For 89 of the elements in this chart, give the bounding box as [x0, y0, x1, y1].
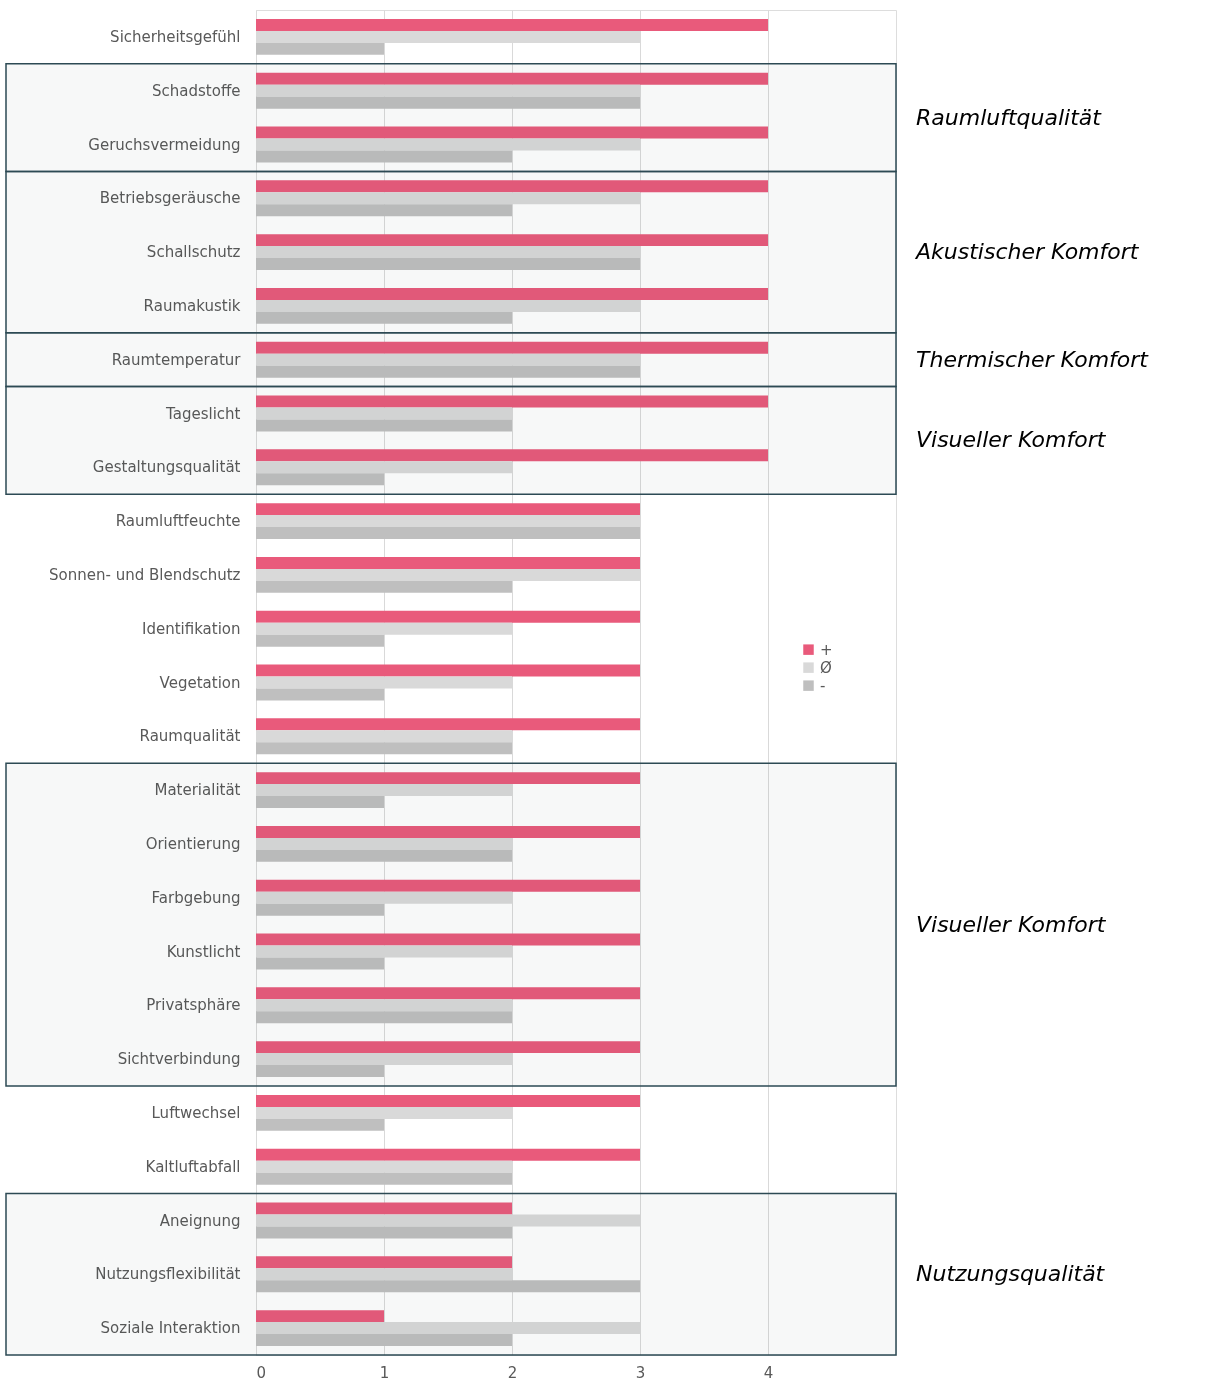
bar: [256, 987, 640, 1000]
bar: [256, 610, 640, 623]
bar: [256, 234, 768, 247]
bar: [256, 287, 768, 300]
y-tick-label: Raumtemperatur: [111, 350, 242, 369]
bar: [256, 718, 640, 731]
bar: [256, 933, 640, 946]
y-tick-label: Luftwechsel: [151, 1103, 241, 1122]
y-tick-label: Farbgebung: [151, 888, 241, 907]
y-tick-label: Schallschutz: [146, 243, 241, 262]
legend-label: Ø: [820, 658, 832, 677]
bar: [256, 849, 512, 862]
x-tick-label: 3: [635, 1363, 646, 1382]
bar: [256, 204, 512, 217]
bar: [256, 180, 768, 193]
y-tick-label: Sichtverbindung: [117, 1050, 241, 1069]
bar: [256, 634, 384, 647]
x-tick-label: 0: [256, 1363, 267, 1382]
y-tick-label: Raumqualität: [139, 727, 241, 746]
bar: [256, 1041, 640, 1054]
bar: [256, 395, 768, 408]
y-tick-label: Vegetation: [159, 673, 241, 692]
band-label: Akustischer Komfort: [914, 239, 1140, 265]
bar: [256, 1118, 384, 1131]
y-tick-label: Sonnen- und Blendschutz: [49, 565, 241, 584]
bar: [256, 150, 512, 163]
bar: [256, 449, 768, 462]
legend-label: +: [820, 640, 833, 659]
y-tick-label: Sicherheitsgefühl: [110, 27, 241, 46]
y-tick-label: Betriebsgeräusche: [99, 189, 241, 208]
bar: [256, 1065, 384, 1078]
bar: [256, 311, 512, 324]
y-tick-label: Soziale Interaktion: [100, 1319, 241, 1338]
band-label: Thermischer Komfort: [916, 346, 1150, 372]
bar: [256, 903, 384, 916]
y-tick-label: Materialität: [154, 781, 241, 800]
bar: [256, 419, 512, 432]
bar: [256, 957, 384, 970]
bar: [256, 473, 384, 486]
bar: [256, 126, 768, 139]
bar: [256, 527, 640, 540]
bar: [256, 1202, 512, 1215]
bar: [256, 1256, 512, 1269]
bar: [256, 365, 640, 378]
y-tick-label: Kunstlicht: [166, 942, 241, 961]
x-tick-label: 1: [379, 1363, 390, 1382]
y-tick-label: Privatsphäre: [146, 996, 241, 1015]
x-tick-label: 2: [507, 1363, 518, 1382]
bar: [256, 796, 384, 809]
y-tick-label: Tageslicht: [165, 404, 241, 423]
y-tick-label: Geruchsvermeidung: [88, 135, 241, 154]
bar: [256, 18, 768, 31]
y-tick-label: Aneignung: [159, 1211, 241, 1230]
bar: [256, 825, 640, 838]
bar: [256, 742, 512, 755]
bar: [256, 72, 768, 85]
bar: [256, 42, 384, 55]
bar: [256, 96, 640, 109]
bar: [256, 503, 640, 516]
bar: [256, 580, 512, 593]
bar: [256, 1310, 384, 1323]
bar: [256, 1148, 640, 1161]
y-tick-label: Schadstoffe: [152, 81, 241, 100]
band-label: Visueller Komfort: [916, 427, 1107, 453]
bar: [256, 1226, 512, 1239]
bar: [256, 664, 640, 677]
y-tick-label: Gestaltungsqualität: [92, 458, 241, 477]
y-tick-label: Kaltluftabfall: [145, 1157, 241, 1176]
legend-label: -: [820, 676, 826, 695]
bar: [256, 1280, 640, 1293]
y-tick-label: Raumluftfeuchte: [115, 512, 241, 531]
bar: [256, 556, 640, 569]
x-tick-label: 4: [763, 1363, 774, 1382]
bar: [256, 341, 768, 354]
y-tick-label: Identifikation: [141, 619, 241, 638]
bar: [256, 879, 640, 892]
bar: [256, 1334, 512, 1347]
bar: [256, 258, 640, 271]
bar: [256, 1011, 512, 1024]
bar: [256, 1094, 640, 1107]
bar: [256, 688, 384, 701]
band-label: Visueller Komfort: [916, 911, 1107, 937]
y-tick-label: Raumakustik: [143, 296, 241, 315]
band-label: Nutzungsqualität: [916, 1261, 1106, 1287]
y-tick-label: Nutzungsflexibilität: [95, 1265, 241, 1284]
band-label: Raumluftqualität: [916, 104, 1103, 130]
y-tick-label: Orientierung: [145, 834, 241, 853]
bar: [256, 772, 640, 785]
bar: [256, 1172, 512, 1185]
